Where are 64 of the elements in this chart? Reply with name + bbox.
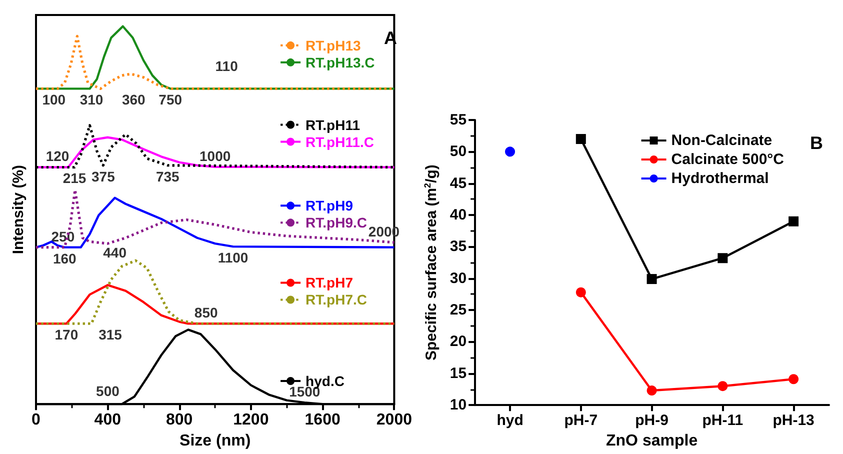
point xyxy=(718,381,728,392)
legend-label: Calcinate 500°C xyxy=(671,151,784,168)
annotation: 250 xyxy=(51,228,75,244)
point xyxy=(505,146,516,157)
x-tick-label: 2000 xyxy=(376,412,412,429)
legend-label: Non-Calcinate xyxy=(671,132,772,149)
annotation: 500 xyxy=(96,382,120,399)
legend-label: RT.pH11 xyxy=(306,116,360,133)
y-tick-label: 35 xyxy=(450,238,467,256)
annotation: 850 xyxy=(194,304,218,321)
point xyxy=(576,134,586,144)
x-tick-label: 1600 xyxy=(304,412,340,429)
annotation: 120 xyxy=(46,148,70,164)
x-axis-title: ZnO sample xyxy=(606,432,698,450)
annotation: 170 xyxy=(54,326,78,343)
x-tick-label: pH-11 xyxy=(702,412,744,430)
x-tick-label: 800 xyxy=(166,412,193,429)
point xyxy=(576,287,586,298)
x-tick-label: 0 xyxy=(32,412,41,429)
legend-label: RT.pH11.C xyxy=(306,134,374,150)
y-tick-label: 30 xyxy=(450,270,467,287)
annotation: 160 xyxy=(52,250,77,266)
annotation: 1000 xyxy=(200,148,231,164)
annotation: 110 xyxy=(215,58,238,74)
x-tick-label: 1200 xyxy=(233,412,269,429)
annotation: 315 xyxy=(98,326,122,343)
y-tick-label: 40 xyxy=(450,206,467,224)
x-tick-label: 400 xyxy=(94,412,122,429)
y-tick-label: 25 xyxy=(450,302,467,319)
annotation: B xyxy=(810,133,823,153)
annotation: 735 xyxy=(156,168,180,184)
point xyxy=(788,374,799,384)
point xyxy=(646,274,657,284)
point xyxy=(646,386,657,396)
y-axis-title: Intensity (%) xyxy=(10,164,27,254)
legend-label: Hydrothermal xyxy=(671,170,769,187)
x-axis-title: Size (nm) xyxy=(180,432,251,450)
y-axis-title: Specific surface area (m2/g) xyxy=(422,164,440,361)
x-tick-label: pH-7 xyxy=(564,412,598,430)
y-tick-label: 10 xyxy=(450,396,467,414)
legend-label: RT.pH13 xyxy=(306,37,361,54)
point xyxy=(788,216,799,226)
legend-label: RT.pH7.C xyxy=(306,292,368,308)
x-tick-label: pH-13 xyxy=(772,412,814,430)
x-tick-label: hyd xyxy=(496,412,524,430)
annotation: 1100 xyxy=(218,250,248,266)
annotation: 360 xyxy=(122,92,146,108)
point xyxy=(718,253,728,264)
legend-label: RT.pH7 xyxy=(306,274,354,291)
annotation: 100 xyxy=(42,92,66,108)
y-tick-label: 15 xyxy=(450,364,467,382)
annotation: 310 xyxy=(80,92,104,108)
y-tick-label: 20 xyxy=(450,333,467,350)
annotation: 375 xyxy=(91,168,116,184)
annotation: 215 xyxy=(62,170,86,186)
y-tick-label: 45 xyxy=(450,174,467,192)
legend-label: RT.pH13.C xyxy=(306,54,375,70)
y-tick-label: 50 xyxy=(450,143,467,160)
legend-label: RT.pH9.C xyxy=(306,214,368,231)
annotation: 440 xyxy=(103,244,127,261)
annotation: 750 xyxy=(158,92,182,108)
y-tick-label: 55 xyxy=(450,112,467,128)
legend-label: RT.pH9 xyxy=(306,198,354,214)
x-tick-label: pH-9 xyxy=(635,412,668,430)
